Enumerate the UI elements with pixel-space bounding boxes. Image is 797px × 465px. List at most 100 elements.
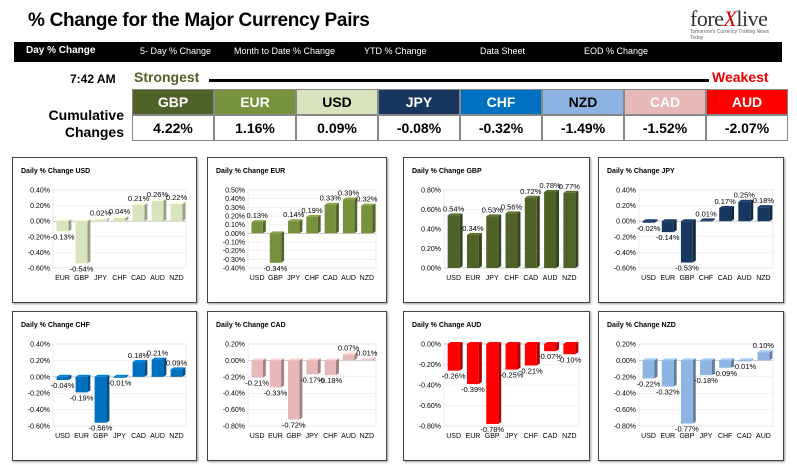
bar xyxy=(324,204,336,234)
x-tick-label: USD xyxy=(446,275,461,282)
x-tick-label: EUR xyxy=(660,275,675,282)
x-tick-label: CHF xyxy=(699,275,713,282)
x-tick-label: GBP xyxy=(485,433,500,440)
bar xyxy=(505,213,518,268)
data-label: -0.14% xyxy=(656,233,680,242)
bar-top xyxy=(738,358,754,361)
bar xyxy=(324,360,336,376)
currency-code-jpy: JPY xyxy=(378,89,460,115)
nav-tab-eod-change[interactable]: EOD % Change xyxy=(584,46,649,56)
data-label: -0.21% xyxy=(245,379,269,388)
currency-code-gbp: GBP xyxy=(132,89,214,115)
bar-side xyxy=(281,231,285,263)
bar-top xyxy=(170,367,186,370)
y-tick-label: -0.40% xyxy=(223,266,245,273)
forexlive-logo[interactable]: foreXlive Tomorrow's Currency Trading Ne… xyxy=(690,6,780,41)
bar-side xyxy=(125,216,129,222)
x-tick-label: CHF xyxy=(504,275,518,282)
x-tick-label: CAD xyxy=(131,433,146,440)
strongest-label: Strongest xyxy=(134,69,200,85)
bar-side xyxy=(498,342,502,424)
data-label: -0.02% xyxy=(637,224,661,233)
data-label: 0.19% xyxy=(301,206,323,215)
chart-title: Daily % Change GBP xyxy=(412,168,482,175)
bar-side xyxy=(711,358,715,376)
bar xyxy=(170,204,183,222)
bar-top xyxy=(466,232,482,235)
data-label: 0.72% xyxy=(520,187,542,196)
bar-top xyxy=(563,190,579,193)
bar xyxy=(342,199,355,234)
data-label: 0.26% xyxy=(147,190,169,199)
bar-top xyxy=(306,214,321,217)
y-tick-label: -0.20% xyxy=(614,234,636,241)
bar xyxy=(94,376,107,423)
data-label: -0.33% xyxy=(264,388,288,397)
data-label: 0.39% xyxy=(338,189,360,198)
bar-side xyxy=(575,342,579,355)
x-tick-label: NZD xyxy=(360,275,374,282)
nav-tab-month-to-date[interactable]: Month to Date % Change xyxy=(234,46,336,56)
y-tick-label: -0.80% xyxy=(223,424,245,431)
y-tick-label: -0.80% xyxy=(419,424,441,431)
y-tick-label: -0.40% xyxy=(614,250,636,257)
x-tick-label: JPY xyxy=(700,433,713,440)
bar xyxy=(251,360,263,378)
currency-code-nzd: NZD xyxy=(542,89,624,115)
x-tick-label: AUD xyxy=(737,275,752,282)
bar-side xyxy=(317,358,321,375)
currency-value-nzd: -1.49% xyxy=(542,115,624,141)
bar-side xyxy=(144,360,148,377)
data-label: 0.01% xyxy=(356,349,378,358)
bar-top xyxy=(719,358,735,361)
bar xyxy=(524,344,537,366)
y-tick-label: -0.20% xyxy=(28,391,50,398)
currency-code-eur: EUR xyxy=(214,89,296,115)
chart-gbp: Daily % Change GBP 0.80% 0.60% 0.40% 0.20% 0.… xyxy=(403,157,590,303)
bar-top xyxy=(680,219,696,222)
y-tick-label: 0.00% xyxy=(30,374,50,381)
x-tick-label: JPY xyxy=(306,433,319,440)
bar-top xyxy=(505,342,521,344)
bar-side xyxy=(459,213,463,268)
y-tick-label: -0.20% xyxy=(614,374,636,381)
data-label: 0.07% xyxy=(338,344,360,353)
bar xyxy=(486,344,499,424)
data-label: -0.01% xyxy=(732,362,756,371)
nav-tab-data-sheet[interactable]: Data Sheet xyxy=(480,46,526,56)
bar-chart-svg: 0.40% 0.20% 0.00% -0.20% -0.40% -0.60% -0.13% E… xyxy=(28,188,188,283)
bar xyxy=(75,221,88,264)
bar-side xyxy=(459,342,463,371)
data-label: -0.09% xyxy=(713,369,737,378)
bar-side xyxy=(673,219,677,233)
bar-side xyxy=(125,374,129,378)
data-label: -0.18% xyxy=(694,376,718,385)
nav-tab-ytd[interactable]: YTD % Change xyxy=(364,46,427,56)
data-label: -0.77% xyxy=(675,425,699,434)
x-tick-label: AUD xyxy=(150,433,165,440)
currency-value-aud: -2.07% xyxy=(706,115,788,141)
bar xyxy=(700,360,712,376)
nav-tab-day-change[interactable]: Day % Change xyxy=(26,45,96,56)
x-tick-label: USD xyxy=(250,433,265,440)
data-label: 0.18% xyxy=(128,351,150,360)
bar-chart-svg: 0.40% 0.20% 0.00% -0.20% -0.40% -0.60% -0.02% U… xyxy=(614,188,775,283)
bar-side xyxy=(281,358,285,388)
data-label: -0.18% xyxy=(318,376,342,385)
y-tick-label: 0.20% xyxy=(225,342,245,349)
bar-top xyxy=(700,218,715,221)
bar xyxy=(757,352,770,361)
bar xyxy=(642,221,655,223)
currency-code-aud: AUD xyxy=(706,89,788,115)
bar-top xyxy=(132,202,148,205)
y-tick-label: -0.40% xyxy=(28,250,50,257)
bar xyxy=(700,220,712,222)
nav-tab-5day-change[interactable]: 5- Day % Change xyxy=(140,46,212,56)
bar-side xyxy=(354,352,358,361)
bar-side xyxy=(692,358,696,424)
bar-top xyxy=(342,197,358,200)
bar xyxy=(466,344,479,384)
currency-code-usd: USD xyxy=(296,89,378,115)
y-tick-label: -0.80% xyxy=(614,424,636,431)
data-label: -0.72% xyxy=(282,420,306,429)
